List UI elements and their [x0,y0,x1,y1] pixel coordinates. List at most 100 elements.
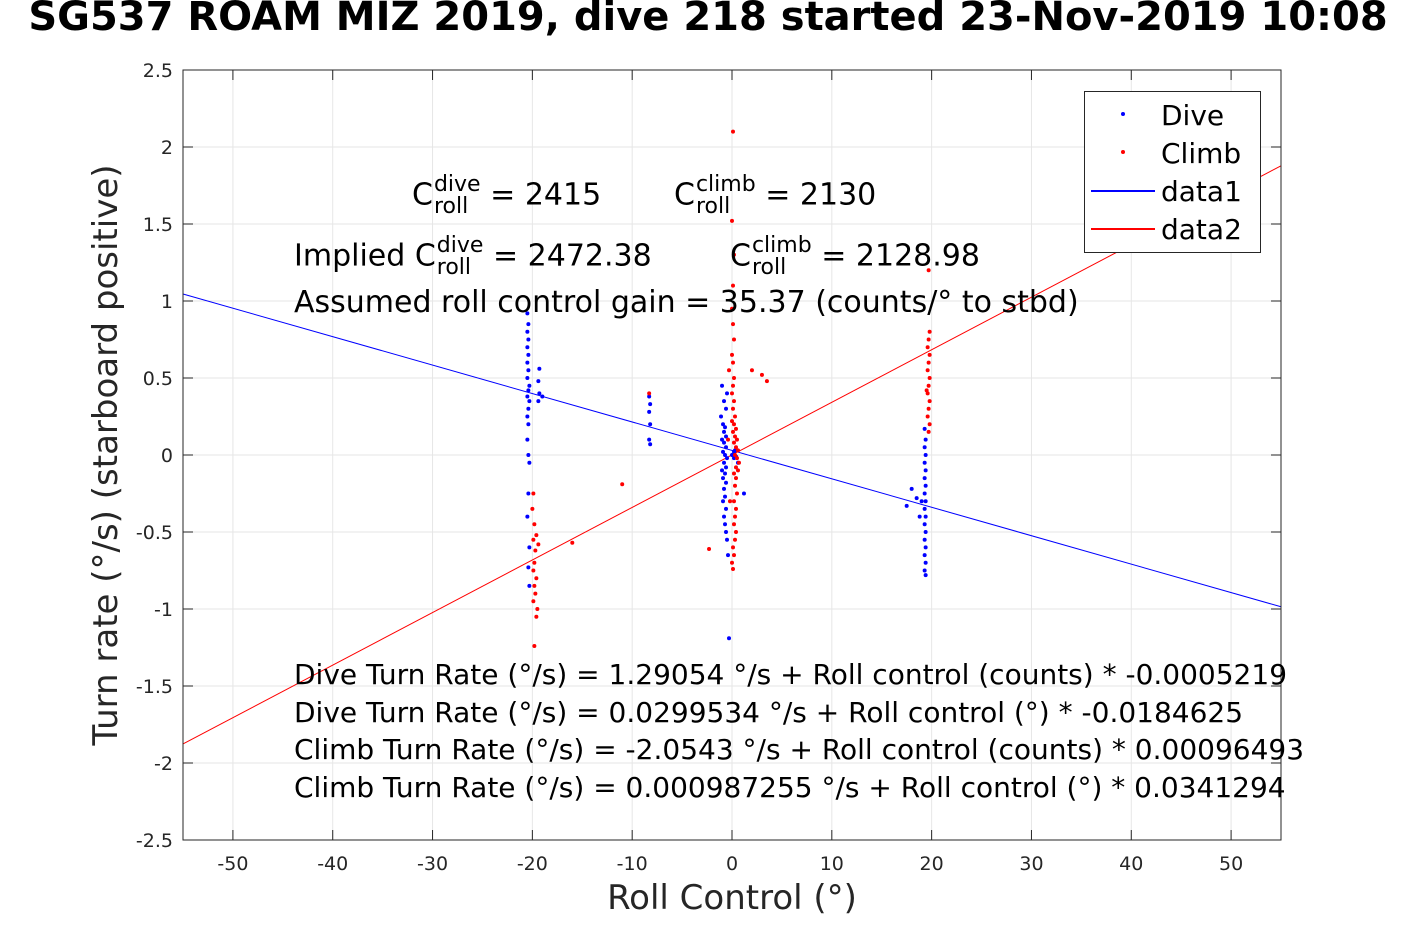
y-tick-label: 2.5 [143,60,173,82]
dive-point [525,311,530,316]
climb-point [733,426,738,431]
x-tick-label: 40 [1119,853,1143,875]
climb-point [730,383,735,388]
dive-point [720,468,725,473]
climb-point [707,546,712,551]
dive-point [722,486,727,491]
x-tick-label: 50 [1219,853,1243,875]
dive-point [723,453,728,457]
climb-point [531,491,536,496]
dive-point [526,352,531,357]
x-tick-label: -30 [417,853,448,875]
c-roll-climb-sup: climb [695,172,756,197]
dive-point [923,514,928,519]
y-tick-label: 1 [161,291,173,313]
c-roll-climb-value: = 2130 [765,177,877,213]
dive-point [923,437,928,442]
climb-point [926,337,931,342]
dive-point [923,468,928,473]
dive-point [721,422,726,427]
legend-climb-marker [1121,150,1125,154]
climb-point [731,553,736,558]
x-tick-label: -40 [317,853,348,875]
climb-point [925,391,930,396]
dive-point [923,545,928,550]
c-roll-dive-value: = 2415 [490,177,602,213]
climb-point [732,514,737,519]
climb-point [927,422,932,427]
legend-data2-line [1091,228,1155,230]
c-roll-dive-sub: roll [433,194,469,219]
dive-point [722,429,727,434]
climb-point [731,499,736,504]
climb-point [926,406,931,411]
dive-point [719,414,724,419]
dive-point [720,437,725,442]
x-tick-label: 10 [820,853,844,875]
climb-point [927,376,932,380]
dive-point [722,514,727,519]
dive-point [727,636,732,641]
climb-point [730,306,734,311]
dive-point [647,437,652,442]
climb-point [924,388,929,393]
dive-point [537,366,542,371]
climb-point [570,540,575,545]
dive-point [922,537,927,542]
legend-data1-label: data1 [1161,175,1242,208]
climb-point [925,414,930,419]
climb-point [647,391,652,396]
legend-item-climb: Climb [1085,134,1260,172]
climb-point [927,399,932,404]
dive-point [527,383,532,388]
dive-point [922,553,927,558]
dive-point [540,394,545,399]
dive-point [721,499,726,504]
dive-point [725,537,730,542]
dive-point [741,491,746,496]
implied-dive-sub: roll [436,255,472,280]
climb-point [749,368,754,373]
climb-point [733,465,738,470]
dive-point [724,530,729,534]
dive-point [730,453,734,457]
dive-point [536,399,541,404]
climb-point [734,491,739,496]
legend-data1-line [1091,190,1155,192]
climb-point [926,268,931,273]
x-tick-label: 30 [1019,853,1043,875]
dive-point [526,406,531,411]
fit-line-data1 [182,293,1282,608]
dive-point [526,565,531,570]
gain-annotation: Assumed roll control gain = 35.37 (count… [294,285,1079,320]
climb-point [736,460,741,465]
climb-point [730,560,734,565]
dive-point [722,460,727,465]
scatter-points [525,129,932,648]
climb-point [732,453,737,457]
climb-point [733,476,738,481]
legend-item-data1: data1 [1085,172,1260,210]
climb-point [731,376,736,380]
dive-point [724,480,729,485]
dive-point [724,465,729,470]
climb-point [533,548,538,553]
dive-point [525,329,530,334]
c-roll-climb-stack: climb roll [696,174,756,218]
climb-point [730,429,735,434]
dive-point [525,414,530,419]
climb-point [532,643,537,648]
c-roll-dive-base: C [412,177,433,213]
climb-point [730,566,735,571]
climb-point [730,352,734,357]
legend-item-data2: data2 [1085,210,1260,248]
legend-data2-label: data2 [1161,213,1242,246]
dive-point [725,456,730,461]
equation-climb-degrees: Climb Turn Rate (°/s) = 0.000987255 °/s … [294,771,1286,804]
climb-point [730,360,735,365]
climb-point [728,499,733,504]
dive-point [724,445,729,450]
